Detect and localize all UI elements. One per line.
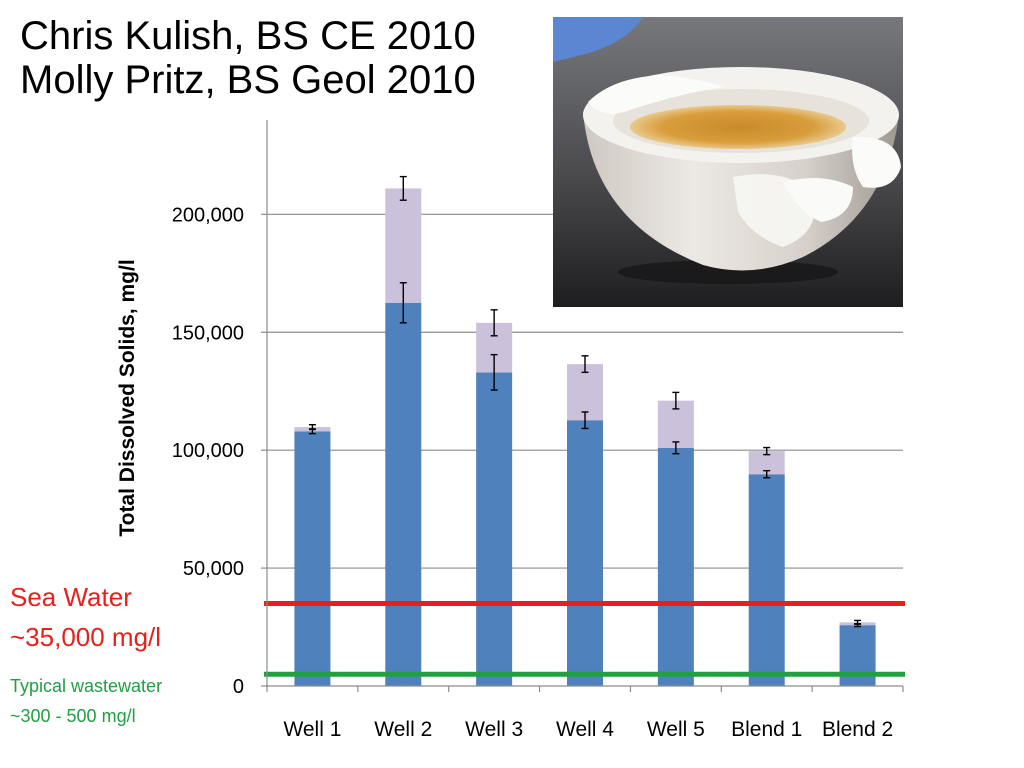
x-tick-labels: Well 1 Well 2 Well 3 Well 4 Well 5 Blend 1 Ble… bbox=[283, 718, 893, 741]
sea-water-value: ~35,000 mg/l bbox=[10, 622, 162, 652]
author-line-2: Molly Pritz, BS Geol 2010 bbox=[20, 58, 476, 102]
bar-blend-1-series-1 bbox=[748, 474, 785, 686]
y-tick-labels: 0 50,000 100,000 150,000 200,000 bbox=[172, 204, 244, 698]
bar-well-3-series-1 bbox=[476, 372, 513, 686]
bar-well-4-series-2 bbox=[567, 364, 603, 421]
bar-well-1-series-1 bbox=[294, 431, 331, 686]
bar-blend-1-series-2 bbox=[748, 451, 785, 475]
reference-lines bbox=[264, 600, 905, 677]
bar-blend-2-series-1 bbox=[839, 625, 876, 686]
x-tick-label: Blend 1 bbox=[731, 718, 802, 741]
x-tick-label: Well 1 bbox=[283, 718, 341, 741]
axes bbox=[261, 120, 904, 692]
bar-well-5-series-1 bbox=[657, 447, 694, 686]
x-tick-label: Well 2 bbox=[374, 718, 432, 741]
y-axis-label: Total Dissolved Solids, mg/l bbox=[116, 259, 139, 536]
wastewater-label: Typical wastewater bbox=[10, 676, 163, 696]
y-tick-label: 0 bbox=[233, 676, 244, 698]
x-tick-label: Blend 2 bbox=[822, 718, 893, 741]
bar-well-4-series-1 bbox=[567, 420, 603, 686]
sea-water-label: Sea Water bbox=[10, 582, 132, 612]
y-tick-label: 50,000 bbox=[183, 558, 244, 580]
error-bars bbox=[308, 175, 862, 628]
x-tick-label: Well 3 bbox=[465, 718, 523, 741]
x-tick-label: Well 4 bbox=[556, 718, 614, 741]
y-tick-label: 150,000 bbox=[172, 322, 244, 344]
author-line-1: Chris Kulish, BS CE 2010 bbox=[20, 14, 476, 58]
evaporating-dish-photo bbox=[553, 17, 903, 307]
wastewater-value: ~300 - 500 mg/l bbox=[10, 706, 136, 726]
y-tick-label: 200,000 bbox=[172, 204, 244, 226]
x-tick-label: Well 5 bbox=[647, 718, 705, 741]
y-tick-label: 100,000 bbox=[172, 440, 244, 462]
bar-well-2-series-1 bbox=[385, 302, 422, 686]
